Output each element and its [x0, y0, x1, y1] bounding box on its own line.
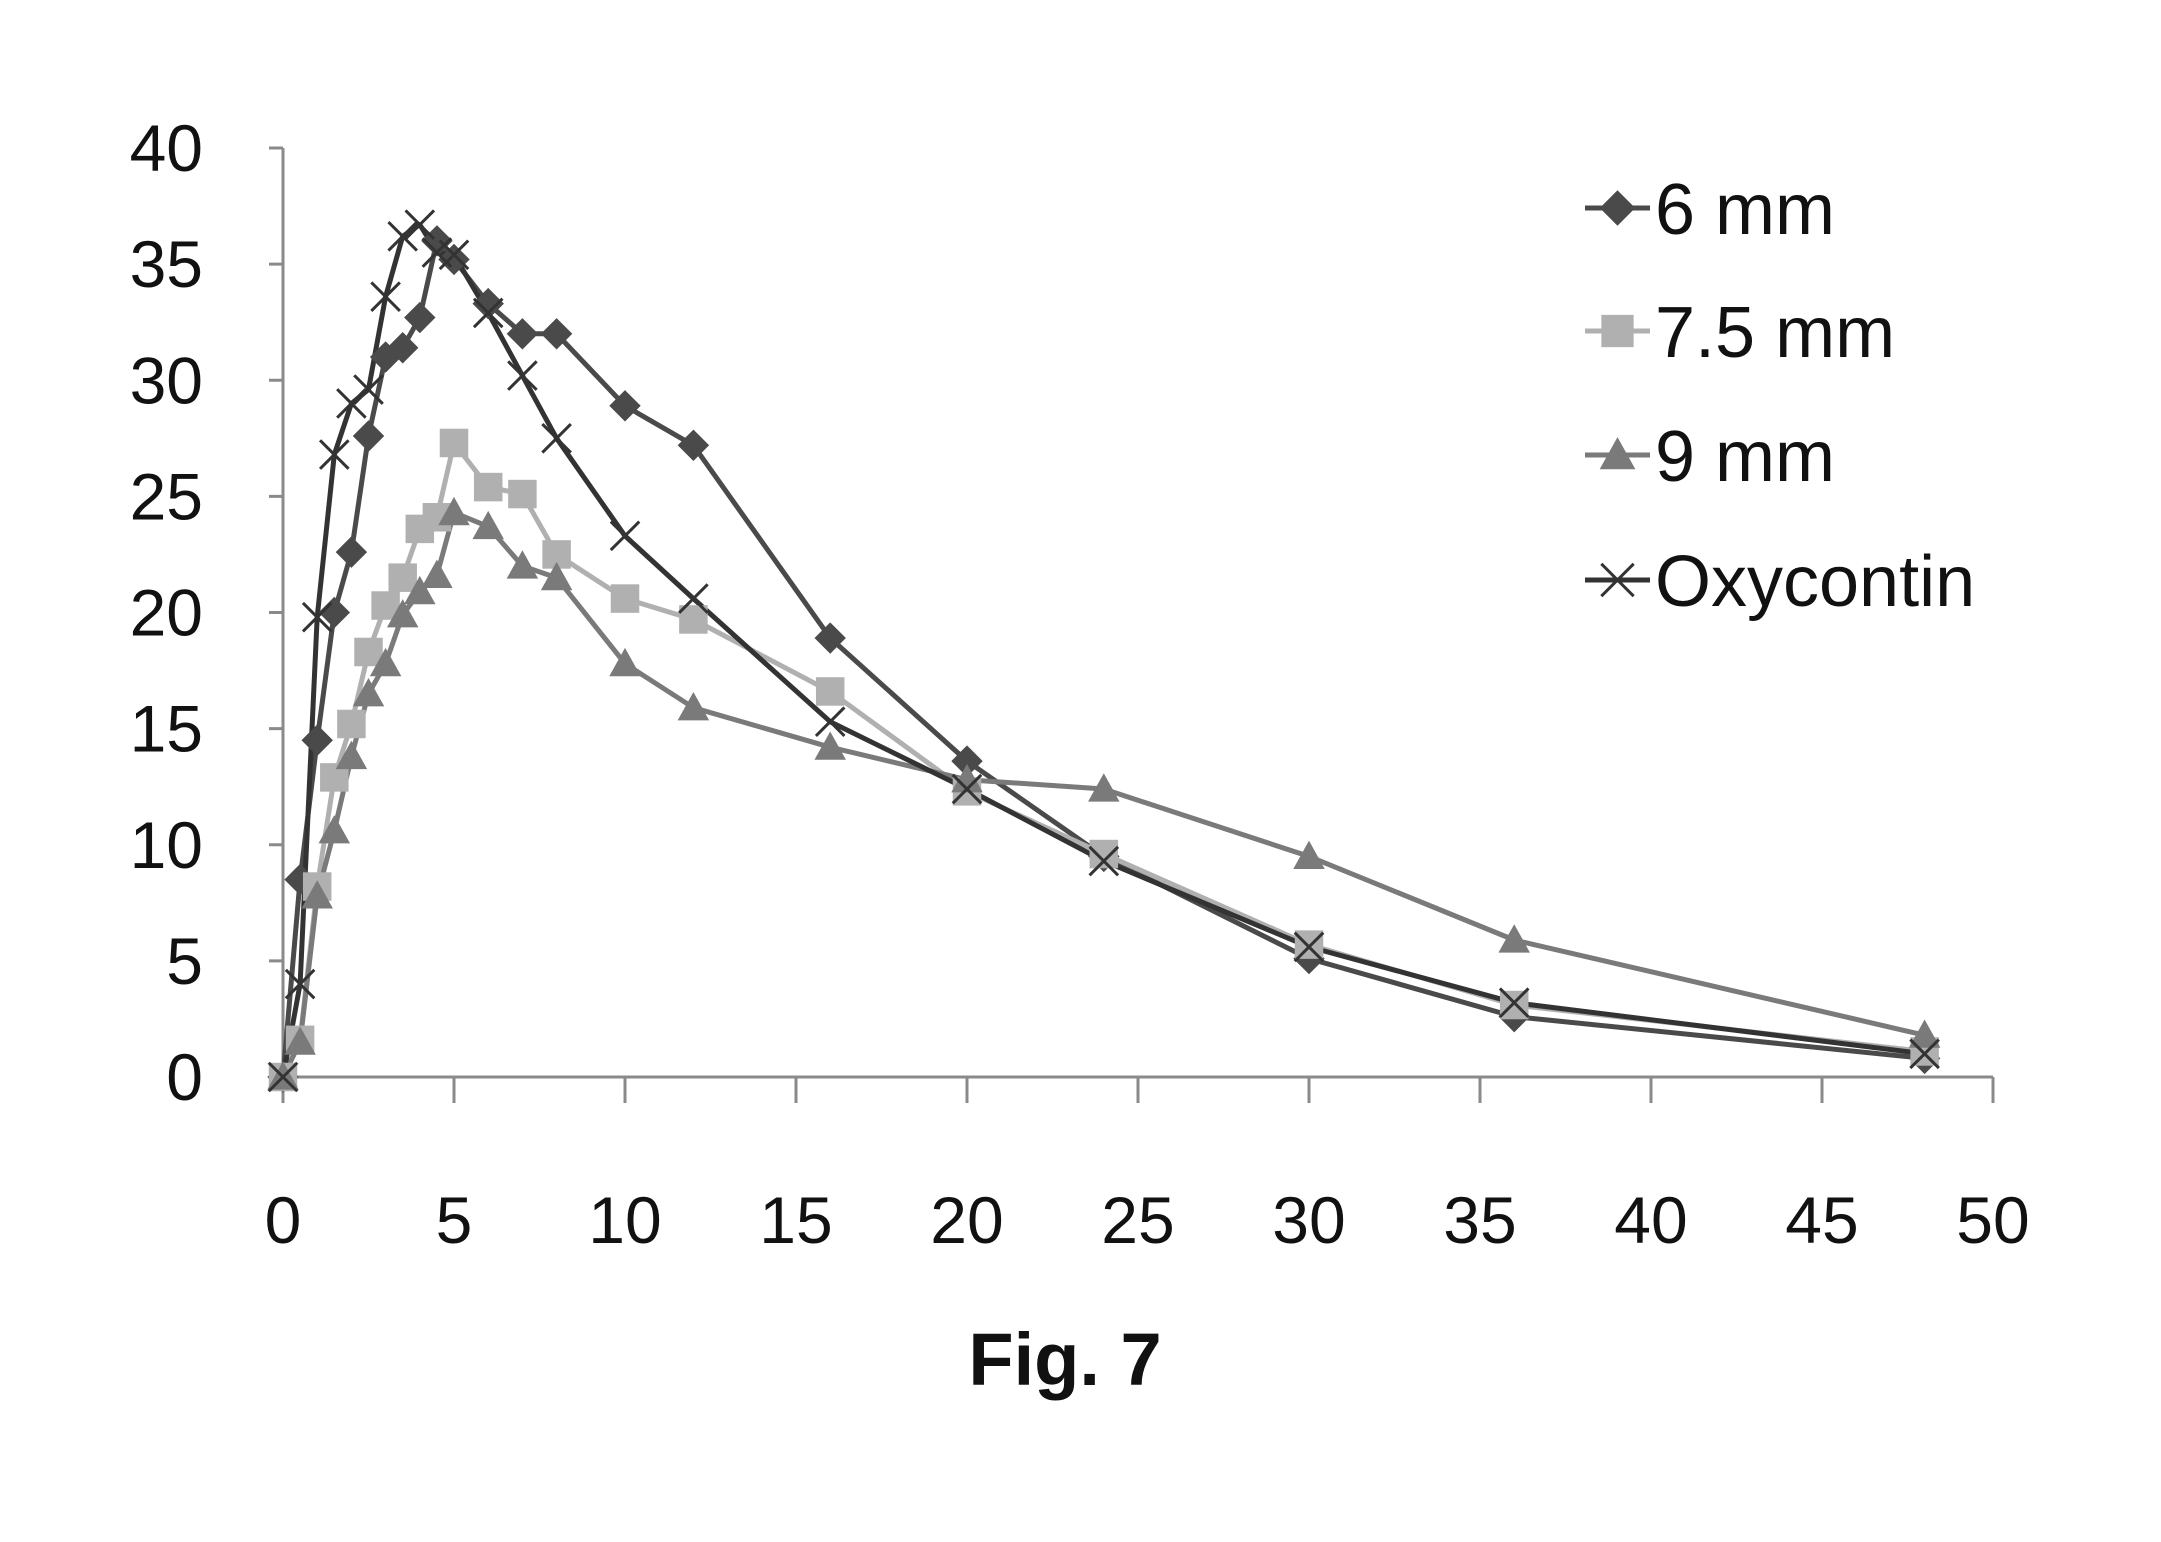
data-point-7-5-mm	[474, 473, 503, 502]
x-tick-label: 30	[1272, 1183, 1345, 1257]
data-point-7-5-mm	[1090, 840, 1119, 869]
figure-caption: Fig. 7	[968, 1318, 1161, 1401]
data-point-9-mm	[472, 511, 504, 539]
y-tick-label: 25	[130, 459, 203, 533]
x-tick-label: 20	[930, 1183, 1003, 1257]
legend-label: 6 mm	[1655, 170, 1835, 250]
y-tick-label: 15	[130, 692, 203, 766]
x-tick-label: 25	[1101, 1183, 1174, 1257]
x-tick-label: 5	[436, 1183, 473, 1257]
data-point-6-mm	[354, 421, 384, 451]
data-point-oxycontin	[542, 424, 571, 453]
legend-label: 7.5 mm	[1655, 293, 1895, 373]
legend-marker-7-5-mm	[1601, 315, 1633, 347]
y-tick-label: 5	[166, 924, 203, 998]
legend-label: 9 mm	[1655, 417, 1835, 497]
data-point-oxycontin	[406, 210, 435, 239]
y-tick-label: 30	[130, 343, 203, 417]
legend-item-9-mm: 9 mm	[1585, 417, 1835, 497]
data-point-7-5-mm	[440, 429, 469, 458]
x-tick-label: 15	[759, 1183, 832, 1257]
data-point-7-5-mm	[388, 563, 417, 592]
x-tick-label: 50	[1956, 1183, 2029, 1257]
data-point-6-mm	[405, 303, 435, 333]
y-tick-label: 10	[130, 808, 203, 882]
data-point-7-5-mm	[1500, 991, 1529, 1020]
data-point-6-mm	[336, 537, 366, 567]
legend-item-6-mm: 6 mm	[1585, 170, 1835, 250]
x-tick-label: 10	[588, 1183, 661, 1257]
x-tick-label: 45	[1785, 1183, 1858, 1257]
y-tick-label: 0	[166, 1040, 203, 1114]
series-line-7-5-mm	[283, 443, 1925, 1077]
y-tick-label: 40	[130, 111, 203, 185]
x-tick-label: 0	[265, 1183, 302, 1257]
data-point-9-mm	[678, 692, 710, 720]
axes: 0 5 10 15 20 25 30 35 40 0 5 10 15 20 25 30 35 40 45 50	[130, 111, 2030, 1257]
data-point-6-mm	[302, 725, 332, 755]
data-point-oxycontin	[611, 522, 640, 551]
data-point-oxycontin	[337, 389, 366, 418]
data-point-7-5-mm	[816, 677, 845, 706]
x-tick-label: 40	[1614, 1183, 1687, 1257]
data-point-7-5-mm	[337, 710, 366, 739]
x-tick-label: 35	[1443, 1183, 1516, 1257]
data-point-9-mm	[1498, 924, 1530, 952]
data-point-oxycontin	[388, 222, 417, 251]
data-point-7-5-mm	[611, 584, 640, 613]
data-point-oxycontin	[508, 361, 537, 390]
legend-label: Oxycontin	[1655, 542, 1975, 622]
legend: 6 mm 7.5 mm 9 mm Oxycontin	[1585, 170, 1975, 622]
legend-item-oxycontin: Oxycontin	[1585, 542, 1975, 622]
data-point-7-5-mm	[508, 480, 537, 509]
data-point-9-mm	[319, 815, 351, 843]
data-point-9-mm	[421, 560, 453, 588]
y-tick-label: 20	[130, 576, 203, 650]
legend-item-7-5-mm: 7.5 mm	[1585, 293, 1895, 373]
y-tick-label: 35	[130, 227, 203, 301]
legend-marker-6-mm	[1601, 191, 1635, 225]
data-point-7-5-mm	[1295, 930, 1324, 959]
